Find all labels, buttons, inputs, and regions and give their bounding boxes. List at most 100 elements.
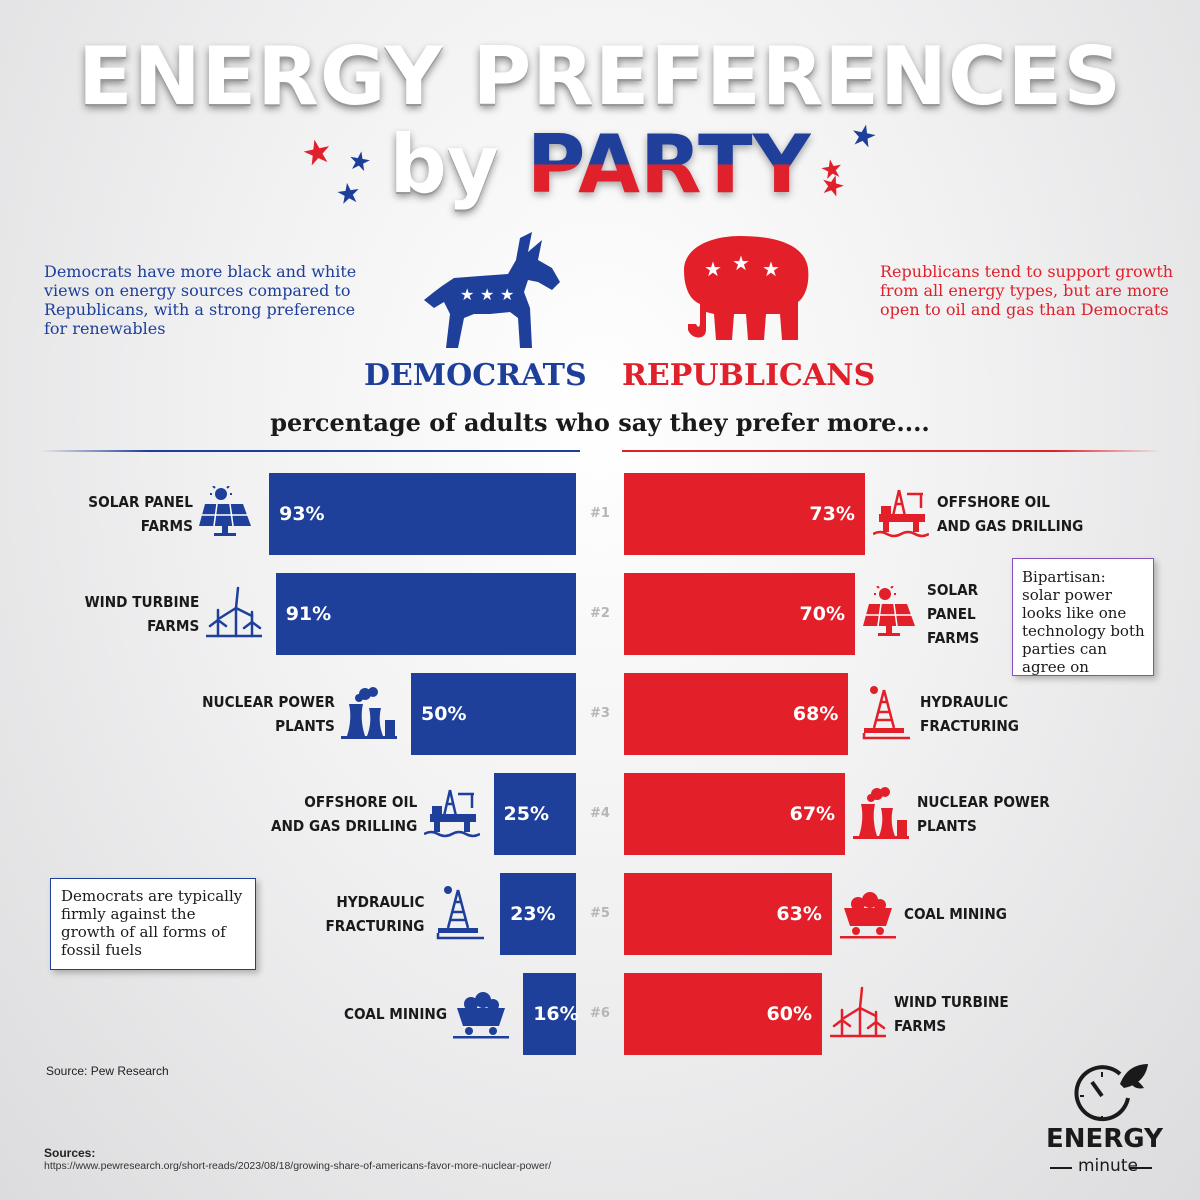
category-label-line: PLANTS [275, 717, 335, 735]
dem-bar-value: 25% [503, 803, 549, 825]
elephant-icon: ★ ★ ★ [684, 236, 809, 340]
dem-bar-value: 93% [279, 503, 325, 525]
category-label-line: SOLAR PANEL [88, 493, 194, 511]
category-label-line: COAL MINING [344, 1005, 448, 1023]
source-line: Source: Pew Research [46, 1064, 169, 1078]
rank-label: #5 [590, 906, 610, 921]
category-label: NUCLEAR POWER PLANTS [917, 790, 1050, 838]
dem-bar-value: 23% [510, 903, 556, 925]
category-label-line: AND GAS DRILLING [936, 517, 1084, 535]
fracking-derrick-icon [863, 686, 911, 740]
coal-cart-icon [839, 892, 896, 939]
dem-bar [269, 473, 576, 555]
dem-bar-value: 50% [421, 703, 467, 725]
category-label-line: SOLAR [927, 581, 979, 599]
democrat-description: Democrats have more black and white view… [44, 262, 357, 338]
svg-text:★: ★ [460, 285, 474, 304]
rank-label: #2 [590, 606, 610, 621]
rep-bar [624, 473, 865, 555]
svg-text:★: ★ [732, 251, 750, 275]
category-label-line: HYDRAULIC [920, 693, 1009, 711]
coal-cart-icon [453, 992, 510, 1039]
category-label: NUCLEAR POWER PLANTS [202, 690, 335, 738]
republican-note: Bipartisan: solar power looks like one t… [1012, 558, 1154, 676]
svg-text:★: ★ [500, 285, 514, 304]
category-label: COAL MINING [344, 1002, 447, 1026]
republican-description: Republicans tend to support growth from … [880, 262, 1174, 319]
rep-bar-value: 70% [799, 603, 845, 625]
category-label: COAL MINING [904, 902, 1007, 926]
category-label: SOLAR PANEL FARMS [88, 490, 193, 538]
rep-bar [624, 973, 822, 1055]
svg-text:★: ★ [704, 257, 722, 281]
category-label: HYDRAULIC FRACTURING [920, 690, 1019, 738]
stopwatch-leaf-icon [1074, 1064, 1148, 1122]
category-label-line: AND GAS DRILLING [271, 817, 418, 835]
democrats-heading: DEMOCRATS [364, 358, 587, 393]
category-label: SOLAR PANEL FARMS [927, 578, 979, 650]
wind-turbine-icon [830, 986, 886, 1038]
rep-bar [624, 573, 855, 655]
logo-minute: minute [1078, 1156, 1138, 1176]
rep-bar [624, 873, 832, 955]
rep-bar-value: 68% [792, 703, 839, 725]
category-label-line: OFFSHORE OIL [304, 793, 418, 811]
category-label: OFFSHORE OIL AND GAS DRILLING [271, 790, 417, 838]
dem-bar-value: 16% [533, 1003, 579, 1025]
rank-label: #3 [590, 706, 610, 721]
category-label: OFFSHORE OIL AND GAS DRILLING [937, 490, 1083, 538]
category-label-line: COAL MINING [903, 905, 1007, 923]
dem-bar [493, 773, 576, 855]
rep-bar [624, 673, 849, 755]
category-label: WIND TURBINE FARMS [894, 990, 1009, 1038]
oil-rig-icon [872, 489, 929, 538]
blue-star-icon: ★ [333, 176, 364, 211]
category-label-line: WIND TURBINE [85, 593, 200, 611]
fracking-derrick-icon [436, 886, 485, 940]
category-label-line: HYDRAULIC [335, 893, 425, 911]
rep-bar-value: 67% [789, 803, 836, 825]
rank-label: #6 [590, 1006, 610, 1021]
category-label-line: OFFSHORE OIL [936, 493, 1050, 511]
dem-bar [275, 573, 576, 655]
blue-star-icon: ★ [345, 144, 374, 178]
rank-label: #4 [590, 806, 610, 821]
category-label-line: FARMS [147, 617, 200, 635]
page-title-line2: by PARTY [0, 118, 1200, 211]
svg-text:★: ★ [480, 285, 494, 304]
logo-rule-right [1130, 1167, 1152, 1169]
rep-bar-value: 60% [766, 1003, 812, 1025]
category-label-line: FARMS [894, 1017, 947, 1035]
nuclear-plant-icon [341, 687, 397, 739]
category-label-line: PLANTS [917, 817, 977, 835]
logo-rule-left [1050, 1167, 1072, 1169]
svg-text:★: ★ [762, 257, 780, 281]
donkey-icon: ★ ★ ★ [424, 232, 560, 348]
rank-label: #1 [590, 506, 610, 521]
sources-heading: Sources: [44, 1146, 96, 1160]
category-label-line: NUCLEAR POWER [917, 793, 1050, 811]
wind-turbine-icon [205, 586, 262, 638]
title-party: PARTY [526, 118, 811, 211]
sources-url[interactable]: https://www.pewresearch.org/short-reads/… [44, 1160, 552, 1172]
category-label-line: NUCLEAR POWER [202, 693, 335, 711]
page-title: ENERGY PREFERENCES [78, 30, 1122, 123]
category-label: WIND TURBINE FARMS [85, 590, 200, 638]
category-label-line: WIND TURBINE [894, 993, 1009, 1011]
rep-bar-value: 73% [809, 503, 855, 525]
rep-bar-value: 63% [776, 903, 822, 925]
title-by: by [389, 118, 499, 211]
logo-energy: ENERGY [1046, 1124, 1163, 1154]
category-label-line: FRACTURING [920, 717, 1020, 735]
republicans-heading: REPUBLICANS [622, 358, 876, 393]
left-divider [40, 450, 580, 452]
rep-bar [624, 773, 846, 855]
oil-rig-icon [423, 789, 480, 838]
chart-subtitle: percentage of adults who say they prefer… [270, 408, 930, 437]
democrat-note: Democrats are typically firmly against t… [50, 878, 256, 970]
category-label-line: FRACTURING [325, 917, 425, 935]
dem-bar [411, 673, 576, 755]
category-label: HYDRAULIC FRACTURING [325, 890, 424, 938]
solar-panel-icon [863, 586, 915, 636]
category-label-line: FARMS [927, 629, 980, 647]
